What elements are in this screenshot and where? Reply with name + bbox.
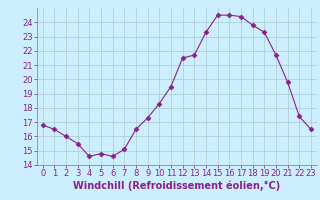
X-axis label: Windchill (Refroidissement éolien,°C): Windchill (Refroidissement éolien,°C) xyxy=(73,181,280,191)
